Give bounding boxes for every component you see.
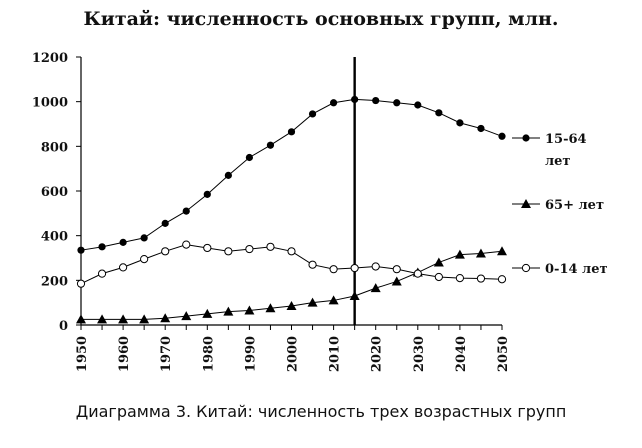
x-tick-label: 1970: [159, 336, 174, 372]
triangle-marker: [181, 311, 192, 321]
y-tick-label: 1200: [32, 51, 68, 66]
open-circle-marker: [140, 255, 149, 264]
triangle-marker: [454, 249, 465, 259]
open-circle-marker: [161, 247, 170, 256]
triangle-marker: [497, 246, 507, 256]
triangle-marker: [328, 295, 339, 305]
open-circle-marker: [392, 265, 401, 274]
legend-label: 15-64: [545, 132, 587, 147]
open-circle-marker: [97, 269, 107, 278]
open-circle-marker: [371, 262, 380, 271]
legend-triangle-marker: [521, 199, 531, 208]
triangle-marker: [349, 290, 360, 300]
open-circle-marker: [266, 242, 275, 251]
x-tick-label: 2000: [286, 336, 301, 372]
filled-circle-marker: [287, 128, 296, 136]
open-circle-marker: [182, 240, 191, 249]
filled-circle-marker: [140, 234, 148, 242]
y-tick-label: 400: [41, 230, 68, 245]
open-circle-marker: [245, 244, 254, 254]
y-tick-label: 0: [59, 319, 68, 334]
x-tick-label: 2030: [412, 336, 427, 372]
legend-label: 0-14 лет: [545, 262, 608, 277]
filled-circle-marker: [119, 238, 127, 246]
filled-circle-marker: [498, 132, 506, 140]
filled-circle-marker: [372, 96, 380, 105]
filled-circle-marker: [266, 141, 275, 149]
open-circle-marker: [413, 269, 422, 278]
legend-label: лет: [545, 154, 571, 169]
x-tick-label: 2050: [496, 336, 511, 372]
triangle-marker: [433, 257, 444, 267]
triangle-marker: [307, 297, 318, 307]
x-tick-label: 1960: [117, 336, 132, 372]
open-circle-marker: [119, 263, 128, 272]
x-tick-label: 1990: [243, 336, 258, 372]
filled-circle-marker: [161, 219, 169, 227]
open-circle-marker: [455, 274, 464, 283]
open-circle-marker: [203, 243, 212, 253]
triangle-marker: [97, 314, 108, 324]
y-tick-label: 200: [41, 274, 68, 289]
legend-filled-circle-marker: [522, 134, 530, 142]
open-circle-marker: [329, 265, 338, 274]
filled-circle-marker: [182, 207, 190, 215]
y-tick-label: 600: [41, 185, 68, 200]
open-circle-marker: [224, 247, 233, 256]
x-tick-label: 2010: [328, 336, 343, 372]
triangle-marker: [202, 308, 213, 318]
filled-circle-marker: [477, 124, 485, 133]
open-circle-marker: [287, 247, 296, 256]
triangle-marker: [391, 276, 402, 286]
filled-circle-marker: [435, 109, 443, 117]
open-circle-marker: [350, 263, 359, 273]
filled-circle-marker: [393, 99, 401, 107]
triangle-marker: [370, 283, 381, 293]
open-circle-marker: [308, 260, 317, 269]
triangle-marker: [265, 303, 276, 313]
open-circle-marker: [476, 274, 486, 283]
filled-circle-marker: [456, 119, 464, 127]
legend-open-circle-marker: [521, 263, 531, 273]
triangle-marker: [139, 314, 150, 324]
filled-circle-marker: [98, 243, 106, 251]
x-tick-label: 2040: [454, 336, 469, 372]
chart-caption: Диаграмма 3. Китай: численность трех воз…: [75, 402, 567, 421]
filled-circle-marker: [351, 95, 359, 104]
triangle-marker: [76, 314, 86, 324]
chart-title: Китай: численность основных групп, млн.: [83, 8, 559, 30]
y-tick-label: 800: [41, 140, 68, 155]
open-circle-marker: [76, 279, 86, 288]
triangle-marker: [223, 306, 234, 316]
triangle-marker: [475, 248, 486, 258]
filled-circle-marker: [224, 171, 232, 179]
x-tick-label: 2020: [370, 336, 385, 372]
triangle-marker: [118, 314, 129, 324]
open-circle-marker: [434, 272, 443, 282]
triangle-marker: [160, 313, 171, 323]
open-circle-marker: [497, 275, 507, 284]
filled-circle-marker: [245, 153, 253, 162]
x-tick-label: 1980: [201, 336, 216, 372]
y-tick-label: 1000: [32, 96, 68, 111]
filled-circle-marker: [203, 190, 211, 198]
series-15-64-line: [80, 98, 503, 251]
legend-label: 65+ лет: [545, 198, 604, 213]
triangle-marker: [244, 305, 255, 315]
filled-circle-marker: [308, 110, 317, 118]
triangle-marker: [286, 301, 297, 311]
x-tick-label: 1950: [75, 336, 90, 372]
filled-circle-marker: [414, 101, 422, 109]
filled-circle-marker: [77, 246, 85, 254]
filled-circle-marker: [330, 99, 338, 107]
